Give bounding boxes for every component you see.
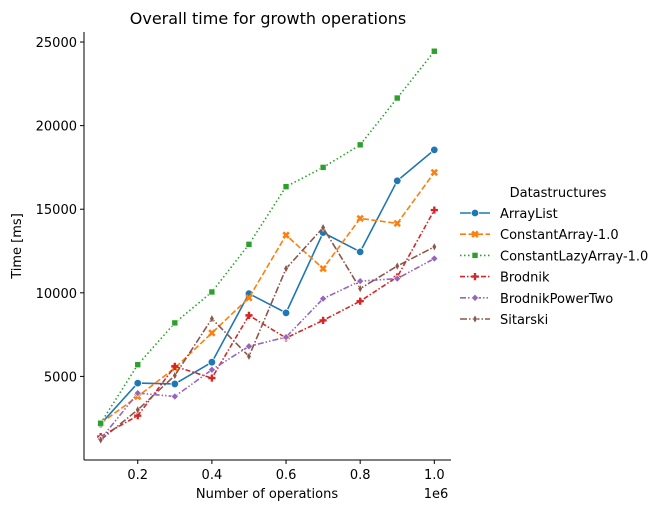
- series-line: [100, 149, 435, 425]
- data-point: [431, 242, 437, 252]
- data-point: [282, 183, 290, 190]
- data-point: [393, 274, 402, 283]
- x-tick-label: 1.0: [424, 468, 445, 483]
- data-point: [171, 319, 179, 327]
- legend-label: Sitarski: [500, 313, 548, 328]
- data-point: [430, 168, 439, 177]
- data-point: [208, 288, 216, 296]
- data-point: [245, 294, 253, 302]
- data-point: [319, 164, 327, 171]
- x-tick-label: 0.6: [276, 468, 297, 483]
- series-line: [100, 257, 435, 440]
- series-ConstantLazyArray-1.0: [97, 47, 438, 427]
- data-point: [319, 294, 328, 303]
- series-line: [100, 50, 435, 424]
- data-point: [356, 214, 364, 223]
- data-point: [208, 329, 216, 337]
- data-point: [356, 297, 364, 305]
- legend-marker: [472, 314, 478, 324]
- data-point: [245, 311, 253, 319]
- data-point: [281, 308, 291, 318]
- data-point: [98, 435, 104, 445]
- data-point: [134, 361, 142, 369]
- legend-item: Brodnik: [460, 271, 550, 286]
- data-point: [209, 314, 215, 324]
- y-ticks: 5000 10000 15000 20000 25000: [36, 36, 84, 385]
- data-point: [430, 145, 439, 155]
- y-tick-label: 10000: [36, 287, 77, 302]
- series-ArrayList: [96, 145, 439, 429]
- y-tick-label: 25000: [36, 36, 77, 51]
- data-point: [170, 379, 180, 389]
- x-tick-label: 0.2: [127, 468, 148, 483]
- legend-label: Brodnik: [500, 271, 550, 286]
- data-point: [245, 241, 253, 248]
- x-ticks: 0.2 0.4 0.6 0.8 1.0: [127, 460, 445, 483]
- series-line: [100, 209, 436, 438]
- data-point: [320, 223, 326, 233]
- series-Brodnik: [97, 206, 438, 441]
- data-point: [282, 333, 291, 342]
- data-point: [133, 378, 142, 388]
- data-point: [282, 231, 290, 239]
- data-point: [356, 141, 364, 149]
- data-point: [133, 389, 142, 398]
- data-point: [394, 261, 400, 271]
- data-point: [355, 247, 365, 257]
- series-line: [100, 171, 435, 424]
- legend-label: ConstantArray-1.0: [500, 228, 619, 243]
- x-axis-offset-label: 1e6: [424, 487, 449, 502]
- legend-label: ArrayList: [500, 207, 558, 222]
- legend-label: BrodnikPowerTwo: [500, 292, 613, 307]
- data-point: [208, 374, 216, 382]
- chart-title: Overall time for growth operations: [130, 9, 407, 28]
- data-point: [171, 362, 179, 370]
- data-point: [207, 357, 217, 367]
- legend-item: ConstantArray-1.0: [460, 228, 619, 243]
- legend: Datastructures ArrayList ConstantArray-1.…: [460, 186, 648, 328]
- legend-marker: [471, 273, 479, 281]
- data-point: [207, 365, 216, 374]
- legend-label: ConstantLazyArray-1.0: [500, 249, 648, 264]
- legend-marker: [471, 252, 479, 259]
- y-tick-label: 5000: [44, 370, 77, 385]
- x-tick-label: 0.4: [202, 468, 223, 483]
- series-BrodnikPowerTwo: [96, 254, 439, 444]
- data-point: [430, 206, 438, 214]
- series-line: [100, 226, 435, 441]
- legend-marker: [470, 293, 480, 302]
- data-point: [430, 254, 439, 263]
- y-tick-label: 20000: [36, 120, 77, 135]
- data-point: [172, 371, 178, 381]
- data-point: [244, 342, 253, 351]
- data-point: [97, 419, 104, 427]
- data-point: [283, 264, 289, 274]
- legend-marker: [471, 230, 479, 238]
- data-point: [393, 176, 402, 185]
- data-point: [319, 264, 327, 273]
- series-Sitarski: [98, 223, 437, 445]
- x-axis-label: Number of operations: [196, 487, 338, 502]
- data-point: [393, 219, 401, 228]
- y-tick-label: 15000: [36, 203, 77, 218]
- data-point: [246, 351, 252, 361]
- legend-item: BrodnikPowerTwo: [460, 292, 613, 307]
- x-tick-label: 0.8: [350, 468, 371, 483]
- plot-area: [96, 47, 439, 445]
- series-ConstantArray-1.0: [96, 168, 439, 427]
- legend-marker: [470, 208, 480, 218]
- data-point: [431, 47, 438, 55]
- legend-item: Sitarski: [460, 313, 548, 328]
- legend-item: ArrayList: [460, 207, 558, 222]
- data-point: [319, 316, 327, 324]
- data-point: [170, 392, 179, 401]
- legend-item: ConstantLazyArray-1.0: [460, 249, 648, 264]
- data-point: [393, 94, 401, 102]
- data-point: [357, 284, 363, 294]
- axes: [83, 32, 451, 461]
- data-point: [135, 405, 141, 415]
- y-axis-label: Time [ms]: [10, 213, 25, 280]
- legend-title: Datastructures: [510, 186, 607, 201]
